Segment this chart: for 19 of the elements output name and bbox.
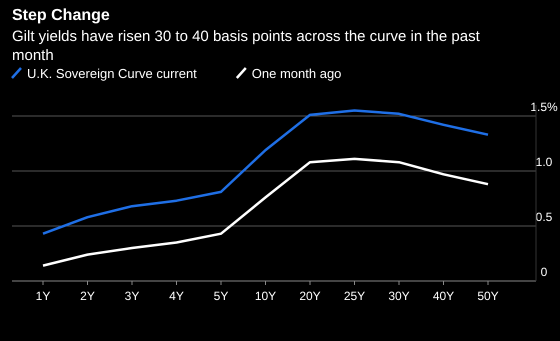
x-tick-label: 2Y: [80, 289, 95, 303]
x-tick-label: 3Y: [124, 289, 140, 303]
chart-title: Step Change: [12, 7, 110, 24]
y-tick-label: 1.0: [536, 155, 553, 169]
chart-subtitle: Gilt yields have risen 30 to 40 basis points across the curve in the past month: [12, 28, 481, 64]
legend-label: One month ago: [252, 66, 342, 81]
y-tick-label: 0.5: [536, 210, 553, 224]
x-tick-label: 10Y: [254, 289, 276, 303]
y-tick-label: 0: [540, 265, 548, 279]
x-tick-label: 1Y: [36, 289, 50, 303]
y-tick-label: 1.5%: [530, 100, 558, 114]
legend-label: U.K. Sovereign Curve current: [27, 66, 198, 81]
x-tick-label: 20Y: [299, 289, 321, 303]
x-tick-label: 4Y: [169, 289, 184, 303]
x-tick-label: 50Y: [477, 289, 499, 303]
x-tick-label: 5Y: [214, 289, 228, 303]
x-tick-label: 25Y: [344, 289, 366, 303]
x-tick-label: 30Y: [388, 289, 410, 303]
x-tick-label: 40Y: [432, 289, 454, 303]
